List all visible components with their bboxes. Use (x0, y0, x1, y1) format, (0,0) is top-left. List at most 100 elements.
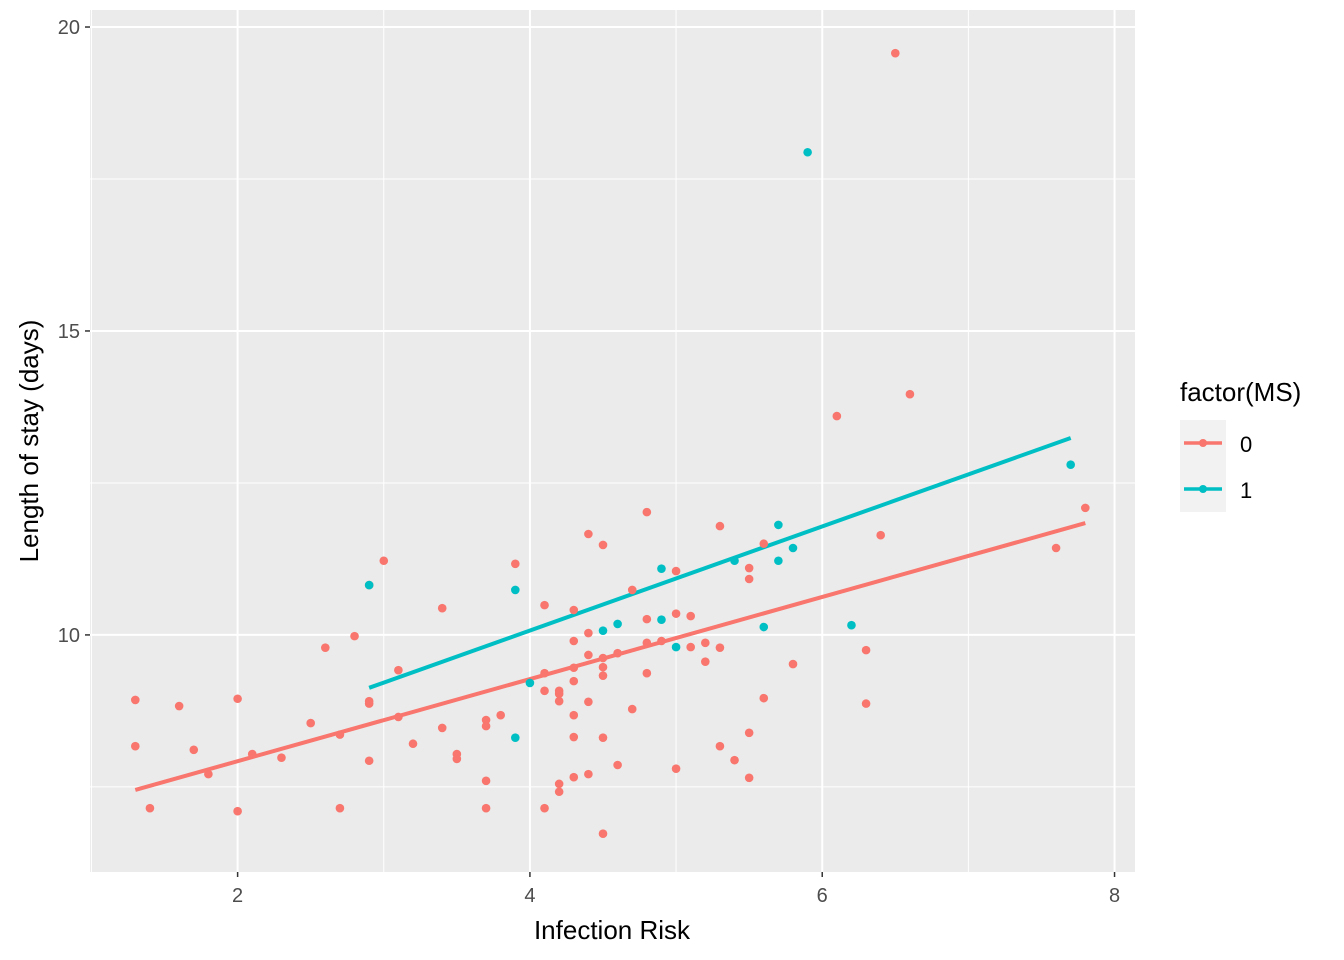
data-point-ms-1 (511, 585, 520, 595)
data-point-ms-0 (671, 764, 681, 773)
data-point-ms-0 (554, 787, 564, 797)
data-point-ms-0 (131, 695, 140, 705)
y-tick-label: 20 (58, 17, 80, 39)
data-point-ms-0 (233, 806, 242, 816)
data-point-ms-0 (584, 628, 593, 638)
data-point-ms-0 (861, 699, 871, 708)
data-point-ms-0 (569, 605, 579, 615)
legend-label-1: 1 (1240, 478, 1252, 503)
data-point-ms-0 (759, 539, 769, 549)
data-point-ms-0 (744, 563, 754, 573)
data-point-ms-0 (174, 701, 184, 711)
data-point-ms-1 (803, 147, 812, 157)
data-point-ms-0 (671, 609, 681, 618)
data-point-ms-0 (540, 600, 549, 610)
data-point-ms-0 (364, 756, 374, 766)
data-point-ms-1 (759, 622, 769, 632)
data-point-ms-0 (511, 559, 520, 569)
legend-key-0-point (1199, 439, 1207, 447)
data-point-ms-0 (481, 776, 491, 786)
legend-label-0: 0 (1240, 432, 1252, 457)
data-point-ms-0 (496, 710, 505, 720)
y-tick-label: 15 (58, 321, 80, 343)
data-point-ms-0 (554, 696, 564, 706)
data-point-ms-0 (701, 638, 710, 648)
fit-line-ms-0 (134, 521, 1086, 792)
data-point-ms-0 (627, 585, 637, 595)
x-tick-label: 8 (1109, 885, 1120, 907)
data-point-ms-0 (569, 772, 579, 782)
data-point-ms-0 (613, 648, 622, 658)
data-point-ms-0 (642, 614, 652, 624)
data-point-ms-1 (1066, 460, 1075, 470)
data-point-ms-0 (540, 686, 549, 696)
data-point-ms-0 (540, 668, 549, 678)
legend-key-1-point (1199, 485, 1207, 493)
data-point-ms-0 (408, 739, 418, 749)
x-tick-label: 6 (817, 885, 828, 907)
data-point-ms-0 (1081, 503, 1090, 513)
data-point-ms-1 (657, 615, 666, 625)
data-point-ms-0 (204, 769, 213, 779)
data-point-ms-0 (189, 745, 199, 755)
data-point-ms-0 (335, 730, 345, 739)
y-tick-label: 10 (58, 625, 80, 647)
data-point-ms-0 (584, 529, 593, 539)
data-point-ms-0 (437, 603, 447, 613)
data-point-ms-0 (554, 689, 564, 699)
data-point-ms-0 (584, 697, 593, 707)
fit-line-ms-1 (368, 436, 1072, 690)
data-point-ms-0 (481, 721, 491, 731)
data-point-ms-0 (715, 521, 725, 531)
data-point-ms-0 (394, 665, 403, 675)
data-point-ms-0 (569, 676, 579, 686)
data-point-ms-1 (525, 678, 535, 688)
data-point-ms-0 (657, 636, 666, 646)
data-point-ms-0 (598, 540, 608, 550)
data-point-ms-0 (364, 699, 374, 708)
data-point-ms-0 (627, 704, 637, 714)
data-point-ms-0 (569, 710, 579, 720)
x-tick-label: 4 (524, 885, 535, 907)
data-point-ms-0 (598, 829, 608, 839)
data-point-ms-0 (306, 718, 315, 728)
data-point-ms-0 (584, 769, 593, 779)
data-point-ms-0 (598, 653, 608, 663)
data-point-ms-0 (247, 749, 257, 759)
data-point-ms-1 (847, 620, 856, 630)
data-point-ms-1 (657, 564, 666, 573)
data-point-ms-0 (744, 574, 754, 584)
data-point-ms-0 (569, 636, 579, 646)
data-point-ms-0 (437, 723, 447, 733)
data-point-ms-0 (321, 643, 330, 652)
data-point-ms-0 (832, 411, 842, 421)
data-point-ms-0 (481, 803, 491, 813)
data-point-ms-0 (145, 803, 155, 813)
data-point-ms-1 (788, 543, 798, 553)
data-point-ms-0 (905, 389, 915, 399)
data-point-ms-0 (642, 668, 652, 678)
data-point-ms-0 (1051, 543, 1061, 553)
data-point-ms-0 (642, 638, 652, 648)
data-point-ms-0 (335, 803, 345, 813)
data-point-ms-0 (379, 556, 389, 566)
data-point-ms-0 (540, 803, 549, 813)
data-point-ms-1 (364, 580, 374, 590)
data-point-ms-1 (613, 619, 622, 629)
data-point-ms-0 (861, 645, 871, 655)
data-point-ms-0 (876, 530, 885, 540)
data-point-ms-1 (511, 733, 520, 742)
data-point-ms-0 (686, 611, 695, 621)
data-point-ms-0 (569, 732, 579, 742)
data-point-ms-0 (759, 693, 769, 703)
data-point-ms-0 (277, 753, 286, 763)
data-point-ms-0 (394, 712, 403, 722)
data-point-ms-0 (613, 760, 622, 770)
data-point-ms-0 (701, 657, 710, 666)
data-point-ms-0 (481, 715, 491, 725)
data-point-ms-0 (584, 650, 593, 660)
data-point-ms-0 (233, 694, 242, 704)
data-point-ms-0 (554, 779, 564, 789)
